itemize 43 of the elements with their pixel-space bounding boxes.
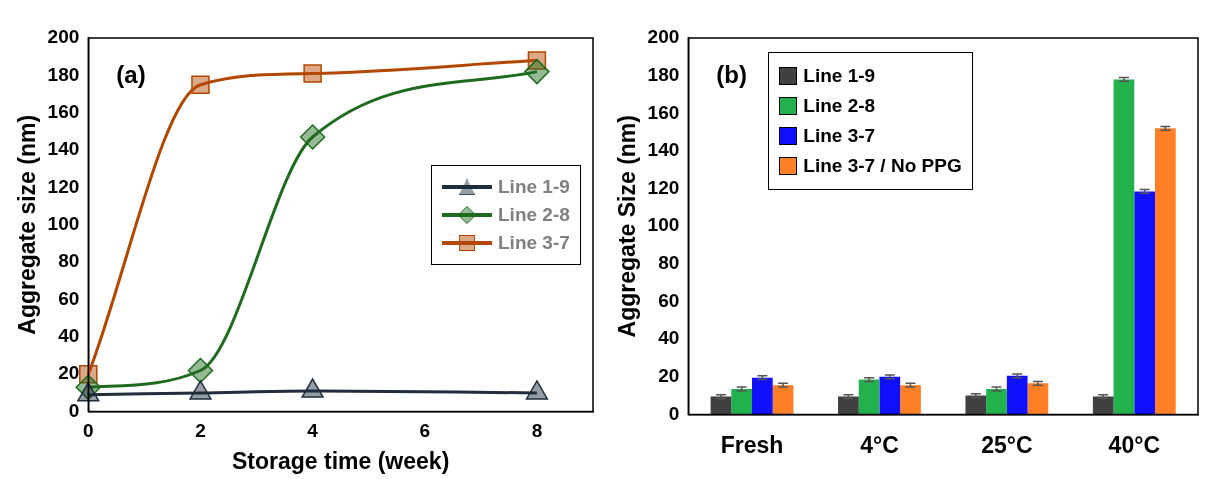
y-tick-label: 80 <box>658 252 680 274</box>
x-tick-label: 8 <box>531 420 543 442</box>
x-tick-label: 4°C <box>860 431 899 458</box>
x-tick-label: 40°C <box>1108 431 1160 458</box>
legend-label: Line 3-7 / No PPG <box>803 155 962 177</box>
y-tick-label: 140 <box>47 138 80 160</box>
y-tick-label: 60 <box>58 287 80 309</box>
y-tick-label: 40 <box>658 327 680 349</box>
y-tick-label: 120 <box>47 175 80 197</box>
y-tick-label: 200 <box>47 26 80 48</box>
y-tick-label: 200 <box>647 26 680 48</box>
legend-label: Line 1-9 <box>498 175 570 198</box>
y-tick-label: 120 <box>647 176 680 198</box>
y-axis-title: Aggregate size (nm) <box>14 114 41 335</box>
x-tick-label: 0 <box>83 420 94 442</box>
x-tick-label: 4 <box>307 420 319 442</box>
x-axis-title: Storage time (week) <box>232 447 450 474</box>
y-tick-label: 0 <box>68 399 80 421</box>
legend-label: Line 3-7 <box>498 231 570 254</box>
y-tick-label: 0 <box>668 402 680 424</box>
y-tick-label: 60 <box>658 289 680 311</box>
x-tick-label: 25°C <box>981 431 1033 458</box>
x-tick-label: Fresh <box>720 431 784 458</box>
y-tick-label: 100 <box>647 214 680 236</box>
x-tick-label: 6 <box>419 420 431 442</box>
annotation: (b) <box>716 60 747 88</box>
legend-label: Line 3-7 <box>803 125 876 147</box>
y-tick-label: 100 <box>47 213 80 235</box>
y-tick-label: 160 <box>647 101 680 123</box>
y-tick-label: 80 <box>58 250 80 272</box>
y-tick-label: 180 <box>647 63 680 85</box>
y-axis-title: Aggregate Size (nm) <box>614 115 641 338</box>
legend-label: Line 2-8 <box>498 203 570 226</box>
x-tick-label: 2 <box>195 420 206 442</box>
y-tick-label: 20 <box>58 362 80 384</box>
y-tick-label: 20 <box>658 364 680 386</box>
legend-label: Line 2-8 <box>803 95 876 117</box>
y-tick-label: 40 <box>58 325 80 347</box>
y-tick-label: 140 <box>647 139 680 161</box>
y-tick-label: 180 <box>47 63 80 85</box>
legend-label: Line 1-9 <box>803 65 876 87</box>
annotation: (a) <box>116 60 146 88</box>
y-tick-label: 160 <box>47 100 80 122</box>
